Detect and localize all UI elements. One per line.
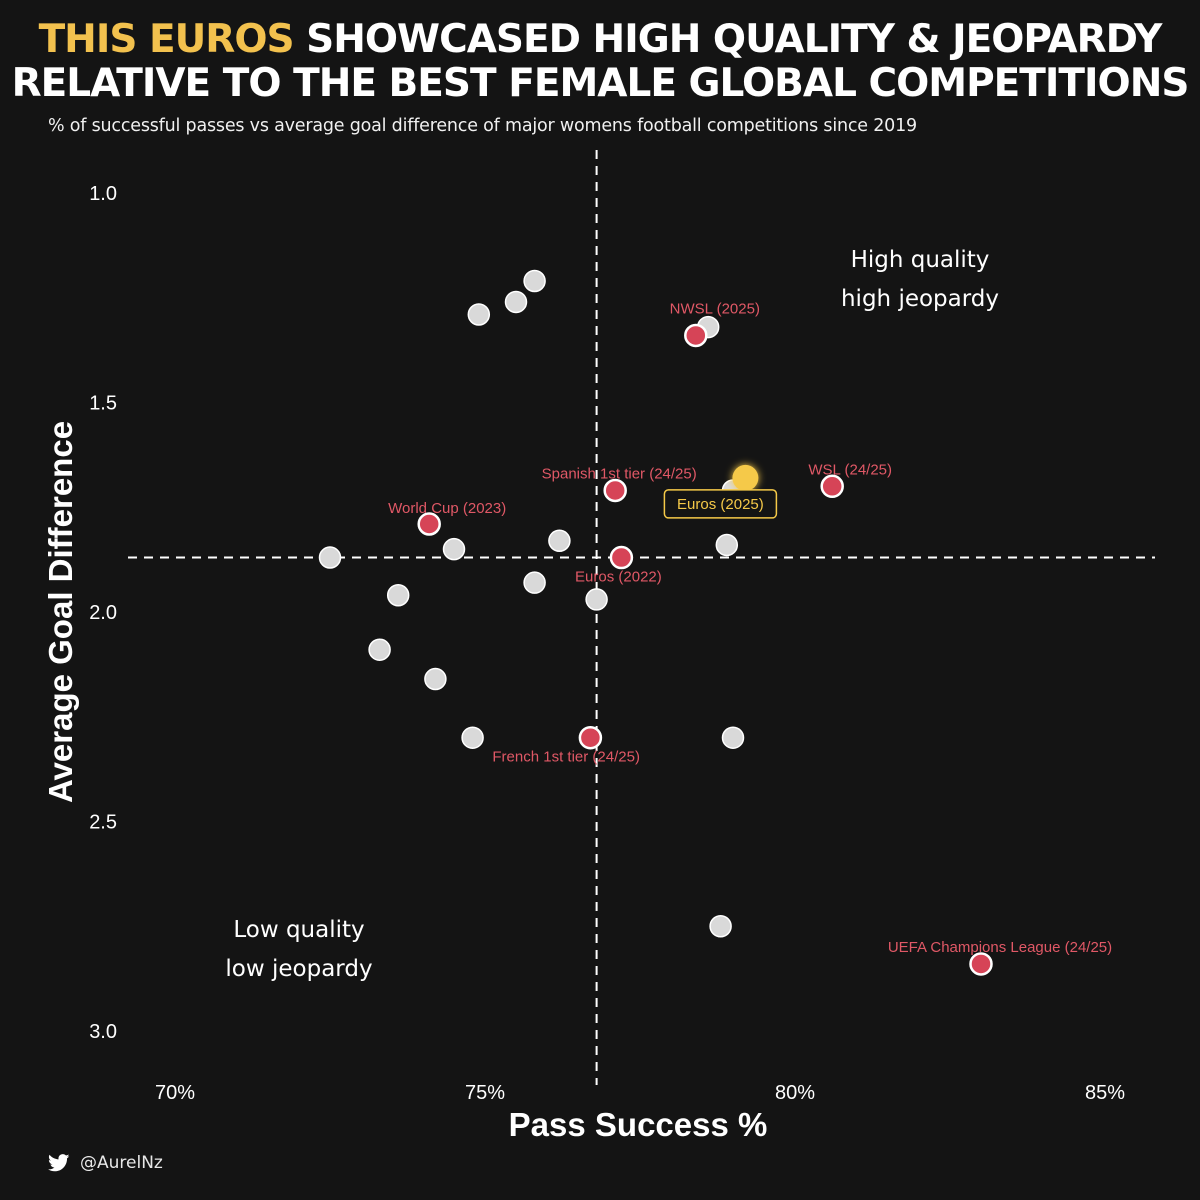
- x-tick-label: 70%: [155, 1082, 195, 1104]
- grey-data-point: [523, 269, 546, 293]
- grey-data-point: [709, 915, 732, 938]
- x-tick-label: 75%: [465, 1082, 505, 1104]
- y-tick-label: 3.0: [89, 1021, 117, 1043]
- red-point-label: WSL (24/25): [808, 461, 892, 478]
- grey-data-point: [442, 537, 466, 561]
- quadrant-labels: High quality high jeopardy Low quality low …: [225, 247, 999, 982]
- red-point-label: World Cup (2023): [388, 500, 506, 517]
- y-tick-label: 2.0: [89, 602, 117, 624]
- twitter-bird-icon: [48, 1154, 70, 1172]
- grey-data-point: [318, 546, 342, 569]
- footer: @AurelNz: [48, 1150, 163, 1176]
- chart-title: THIS EUROS SHOWCASED HIGH QUALITY & JEOP…: [0, 18, 1200, 106]
- reference-lines: [128, 150, 1155, 1085]
- grey-data-point: [523, 571, 546, 594]
- red-point-label: Spanish 1st tier (24/25): [542, 465, 697, 482]
- red-point-label: French 1st tier (24/25): [492, 749, 640, 766]
- quadrant-label-bottom-left-line1: Low quality: [233, 917, 364, 943]
- grey-data-point: [721, 726, 745, 749]
- title-highlight: THIS EUROS: [38, 17, 295, 62]
- highlight-point: Euros (2025): [663, 464, 778, 519]
- red-data-point: [820, 474, 844, 499]
- grey-data-point: [368, 638, 391, 661]
- red-data-point: [578, 725, 603, 750]
- red-data-point: [969, 952, 993, 976]
- red-point-label: NWSL (2025): [670, 300, 760, 317]
- x-axis-label: Pass Success %: [509, 1106, 768, 1143]
- grey-data-point: [548, 529, 571, 553]
- red-point-label: UEFA Champions League (24/25): [888, 939, 1112, 956]
- y-axis-ticks: 1.0 1.5 2.0 2.5 3.0: [89, 183, 117, 1043]
- twitter-handle: @AurelNz: [80, 1153, 163, 1173]
- grey-data-point: [467, 303, 491, 326]
- red-data-point: [417, 512, 441, 536]
- grey-data-point: [461, 726, 484, 749]
- quadrant-label-top-right-line1: High quality: [851, 247, 990, 273]
- red-point-label: Euros (2022): [575, 569, 662, 586]
- grey-data-point: [585, 588, 608, 611]
- grey-data-point: [715, 533, 739, 557]
- title-line1-rest: SHOWCASED HIGH QUALITY & JEOPARDY: [293, 17, 1162, 62]
- y-axis-label: Average Goal Difference: [42, 421, 79, 803]
- y-tick-label: 1.0: [89, 183, 117, 205]
- x-axis-ticks: 70% 75% 80% 85%: [155, 1082, 1125, 1104]
- quadrant-label-bottom-left-line2: low jeopardy: [225, 956, 372, 982]
- grey-data-point: [386, 583, 410, 607]
- grey-data-point: [424, 667, 447, 691]
- quadrant-label-top-right-line2: high jeopardy: [841, 286, 999, 312]
- red-data-point: [609, 545, 634, 570]
- euros-2025-label-box: [663, 489, 778, 519]
- chart-subtitle: % of successful passes vs average goal d…: [48, 116, 917, 136]
- red-data-point: [603, 478, 627, 503]
- euros-2025-label: Euros (2025): [677, 496, 764, 513]
- x-tick-label: 80%: [775, 1082, 815, 1104]
- y-tick-label: 2.5: [89, 812, 117, 834]
- x-tick-label: 85%: [1085, 1082, 1125, 1104]
- euros-2025-point: [732, 464, 759, 491]
- y-tick-label: 1.5: [89, 393, 117, 415]
- red-points: NWSL (2025) Spanish 1st tier (24/25) WSL (…: [388, 300, 1112, 976]
- title-line2: RELATIVE TO THE BEST FEMALE GLOBAL COMPE…: [11, 61, 1190, 106]
- red-data-point: [684, 323, 708, 348]
- grey-points: [318, 269, 745, 938]
- grey-data-point: [504, 290, 528, 314]
